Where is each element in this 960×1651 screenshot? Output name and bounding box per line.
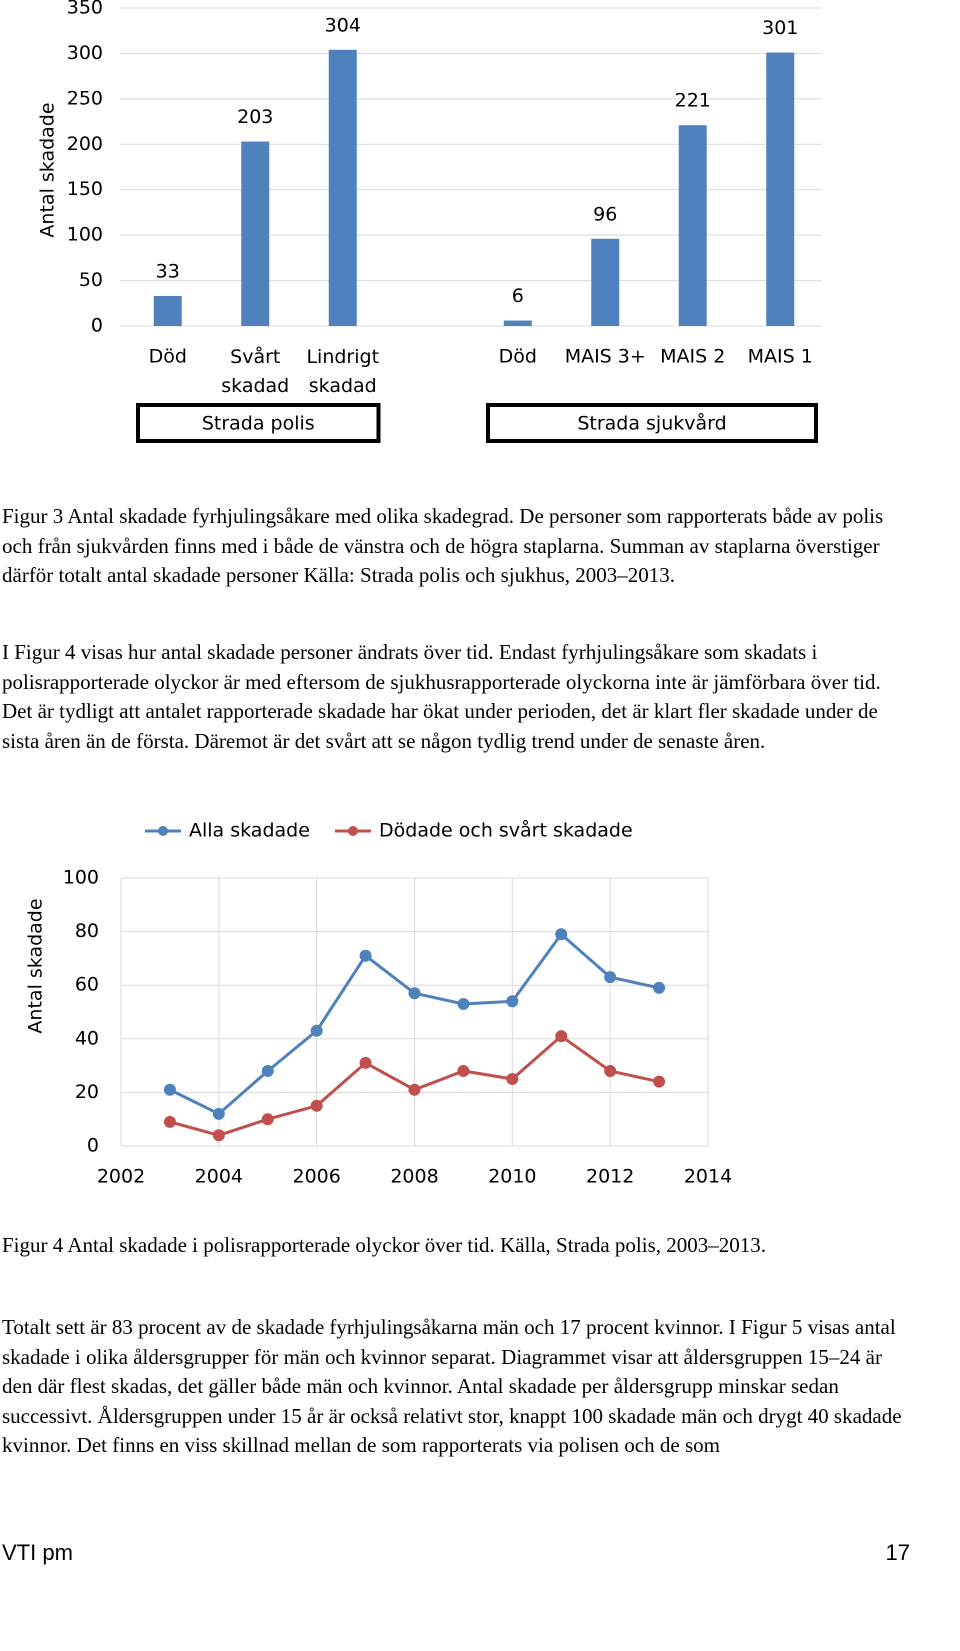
data-label: 96	[593, 203, 617, 225]
bar	[328, 49, 357, 327]
y-axis-label: Antal skadade	[37, 102, 59, 237]
legend-label: Dödade och svårt skadade	[379, 819, 633, 842]
data-point	[310, 1024, 323, 1037]
data-point	[212, 1129, 225, 1142]
group-box	[486, 403, 818, 443]
data-point	[506, 1073, 519, 1085]
group-label: Strada sjukvård	[577, 412, 726, 435]
data-point	[506, 995, 519, 1008]
y-tick-label: 150	[67, 178, 103, 200]
data-point	[457, 1064, 470, 1077]
paragraph: Totalt sett är 83 procent av de skadade …	[2, 1315, 902, 1457]
data-point	[555, 928, 568, 941]
data-label: 304	[325, 14, 361, 36]
x-tick-label: Död	[499, 346, 537, 368]
y-tick-label: 250	[67, 87, 103, 109]
x-tick-label: Lindrigt skadad	[306, 346, 379, 397]
y-tick-label: 100	[63, 867, 99, 889]
x-tick-label: 2006	[292, 1166, 340, 1188]
x-tick-label: 2014	[684, 1166, 732, 1188]
y-tick-label: 80	[75, 920, 99, 942]
y-tick-label: 0	[91, 315, 103, 337]
x-tick-label: 2002	[97, 1166, 145, 1188]
y-tick-label: 50	[79, 269, 103, 291]
data-point	[359, 1056, 372, 1069]
x-tick-label: 2012	[586, 1166, 634, 1188]
data-point	[310, 1099, 323, 1112]
data-label: 221	[675, 90, 711, 112]
data-point	[408, 1083, 421, 1096]
data-point	[604, 971, 617, 984]
legend-label: Alla skadade	[189, 820, 310, 842]
bar-chart: Antal skadade 0 50 100 150 200 250 300 350 33 Död 2…	[37, 0, 822, 443]
x-tick-label: Död	[149, 346, 187, 368]
footer-right: 17	[885, 1540, 910, 1565]
bar	[241, 141, 270, 326]
group-label: Strada polis	[202, 413, 315, 435]
y-tick-label: 300	[67, 42, 103, 64]
legend-marker	[348, 826, 358, 836]
y-tick-label: 0	[87, 1135, 99, 1157]
y-axis-label: Antal skadade	[25, 898, 47, 1033]
x-tick-label: 2010	[488, 1166, 536, 1188]
legend-marker	[158, 826, 168, 836]
data-label: 301	[762, 17, 798, 39]
data-point	[653, 981, 666, 994]
bar	[503, 320, 532, 326]
data-point	[604, 1064, 617, 1077]
y-tick-label: 20	[75, 1081, 99, 1103]
x-tick-label: Svårt skadad	[221, 345, 289, 397]
x-tick-label: MAIS 3+	[565, 346, 646, 368]
data-label: 203	[237, 106, 273, 128]
data-point	[261, 1113, 274, 1126]
data-point	[261, 1064, 274, 1077]
data-point	[212, 1107, 225, 1120]
y-tick-label: 200	[67, 133, 103, 155]
x-tick-label: MAIS 2	[660, 346, 725, 368]
caption: Figur 3 Antal skadade fyrhjulingsåkare m…	[2, 504, 884, 587]
y-tick-label: 40	[75, 1027, 99, 1049]
data-point	[359, 949, 372, 962]
data-label: 6	[512, 285, 524, 307]
data-point	[555, 1030, 568, 1043]
x-tick-label: 2008	[390, 1166, 438, 1188]
x-tick-label: 2004	[195, 1166, 243, 1188]
data-point	[163, 1083, 176, 1096]
group-box	[136, 403, 381, 443]
y-tick-label: 350	[67, 0, 103, 19]
line-chart: Antal skadade 0 20 40 60 80 100 2002 2004 2006 200…	[25, 819, 733, 1188]
bar	[678, 125, 707, 326]
paragraph: I Figur 4 visas hur antal skadade person…	[2, 640, 881, 753]
y-tick-label: 100	[67, 224, 103, 246]
data-point	[408, 987, 421, 1000]
x-tick-label: MAIS 1	[748, 346, 813, 368]
y-tick-label: 60	[75, 974, 99, 996]
bar	[591, 238, 620, 326]
data-point	[653, 1075, 666, 1088]
data-point	[457, 997, 470, 1010]
caption: Figur 4 Antal skadade i polisrapporterad…	[2, 1233, 767, 1257]
bar	[153, 296, 182, 326]
data-label: 33	[156, 261, 180, 283]
footer-left: VTI pm	[2, 1540, 73, 1565]
data-point	[163, 1115, 176, 1128]
bar	[766, 52, 795, 327]
